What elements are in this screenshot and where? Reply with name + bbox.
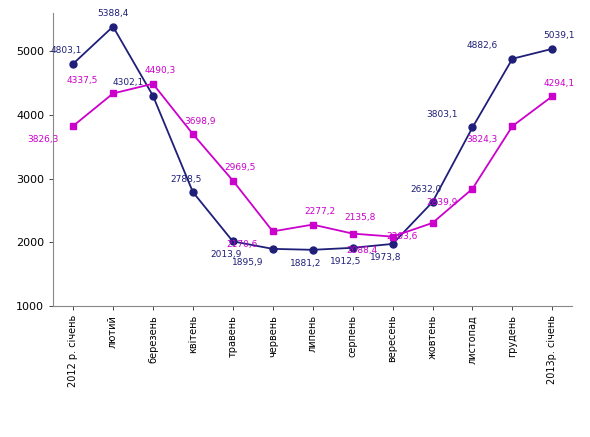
нараховано — [509, 56, 516, 61]
Text: 2135,8: 2135,8 — [344, 214, 375, 222]
Text: 4337,5: 4337,5 — [67, 76, 98, 85]
нараховано — [70, 61, 77, 66]
Text: 2839,9: 2839,9 — [426, 198, 458, 207]
Text: 2088,4: 2088,4 — [346, 246, 378, 255]
Text: 3698,9: 3698,9 — [184, 117, 215, 126]
Text: 3824,3: 3824,3 — [466, 135, 497, 144]
Text: 2170,6: 2170,6 — [227, 240, 258, 250]
Text: 1895,9: 1895,9 — [232, 258, 264, 267]
Text: 4803,1: 4803,1 — [50, 46, 82, 55]
нараховано — [269, 246, 276, 252]
Text: 4490,3: 4490,3 — [145, 66, 175, 76]
сплачено — [509, 124, 516, 129]
Text: 1912,5: 1912,5 — [330, 257, 362, 266]
Text: 4302,1: 4302,1 — [112, 78, 143, 87]
сплачено — [429, 220, 436, 225]
Text: 2632,0: 2632,0 — [410, 185, 441, 194]
Text: 3803,1: 3803,1 — [426, 110, 458, 119]
Text: 2303,6: 2303,6 — [386, 232, 418, 241]
Text: 2277,2: 2277,2 — [304, 207, 335, 216]
нараховано — [309, 247, 316, 253]
Line: нараховано: нараховано — [70, 23, 556, 253]
Text: 2013,9: 2013,9 — [210, 250, 241, 260]
сплачено — [149, 81, 156, 87]
сплачено — [309, 222, 316, 227]
нараховано — [469, 125, 476, 130]
нараховано — [149, 93, 156, 98]
Text: 2969,5: 2969,5 — [224, 163, 255, 172]
нараховано — [230, 239, 237, 244]
Text: 5039,1: 5039,1 — [543, 31, 575, 41]
Text: 4882,6: 4882,6 — [466, 42, 497, 50]
сплачено — [349, 231, 356, 236]
Text: 1881,2: 1881,2 — [290, 259, 322, 268]
сплачено — [549, 94, 556, 99]
нараховано — [549, 46, 556, 52]
сплачено — [189, 132, 196, 137]
нараховано — [189, 190, 196, 195]
сплачено — [110, 91, 117, 96]
нараховано — [429, 199, 436, 205]
нараховано — [110, 24, 117, 29]
нараховано — [389, 241, 396, 246]
Text: 4294,1: 4294,1 — [544, 79, 575, 88]
сплачено — [469, 186, 476, 191]
Line: сплачено: сплачено — [70, 80, 556, 240]
Text: 5388,4: 5388,4 — [97, 9, 129, 18]
нараховано — [349, 245, 356, 250]
сплачено — [269, 229, 276, 234]
сплачено — [230, 178, 237, 183]
сплачено — [389, 234, 396, 239]
Text: 2788,5: 2788,5 — [171, 175, 202, 184]
сплачено — [70, 123, 77, 128]
Text: 3826,3: 3826,3 — [27, 135, 58, 144]
Text: 1973,8: 1973,8 — [370, 253, 401, 262]
